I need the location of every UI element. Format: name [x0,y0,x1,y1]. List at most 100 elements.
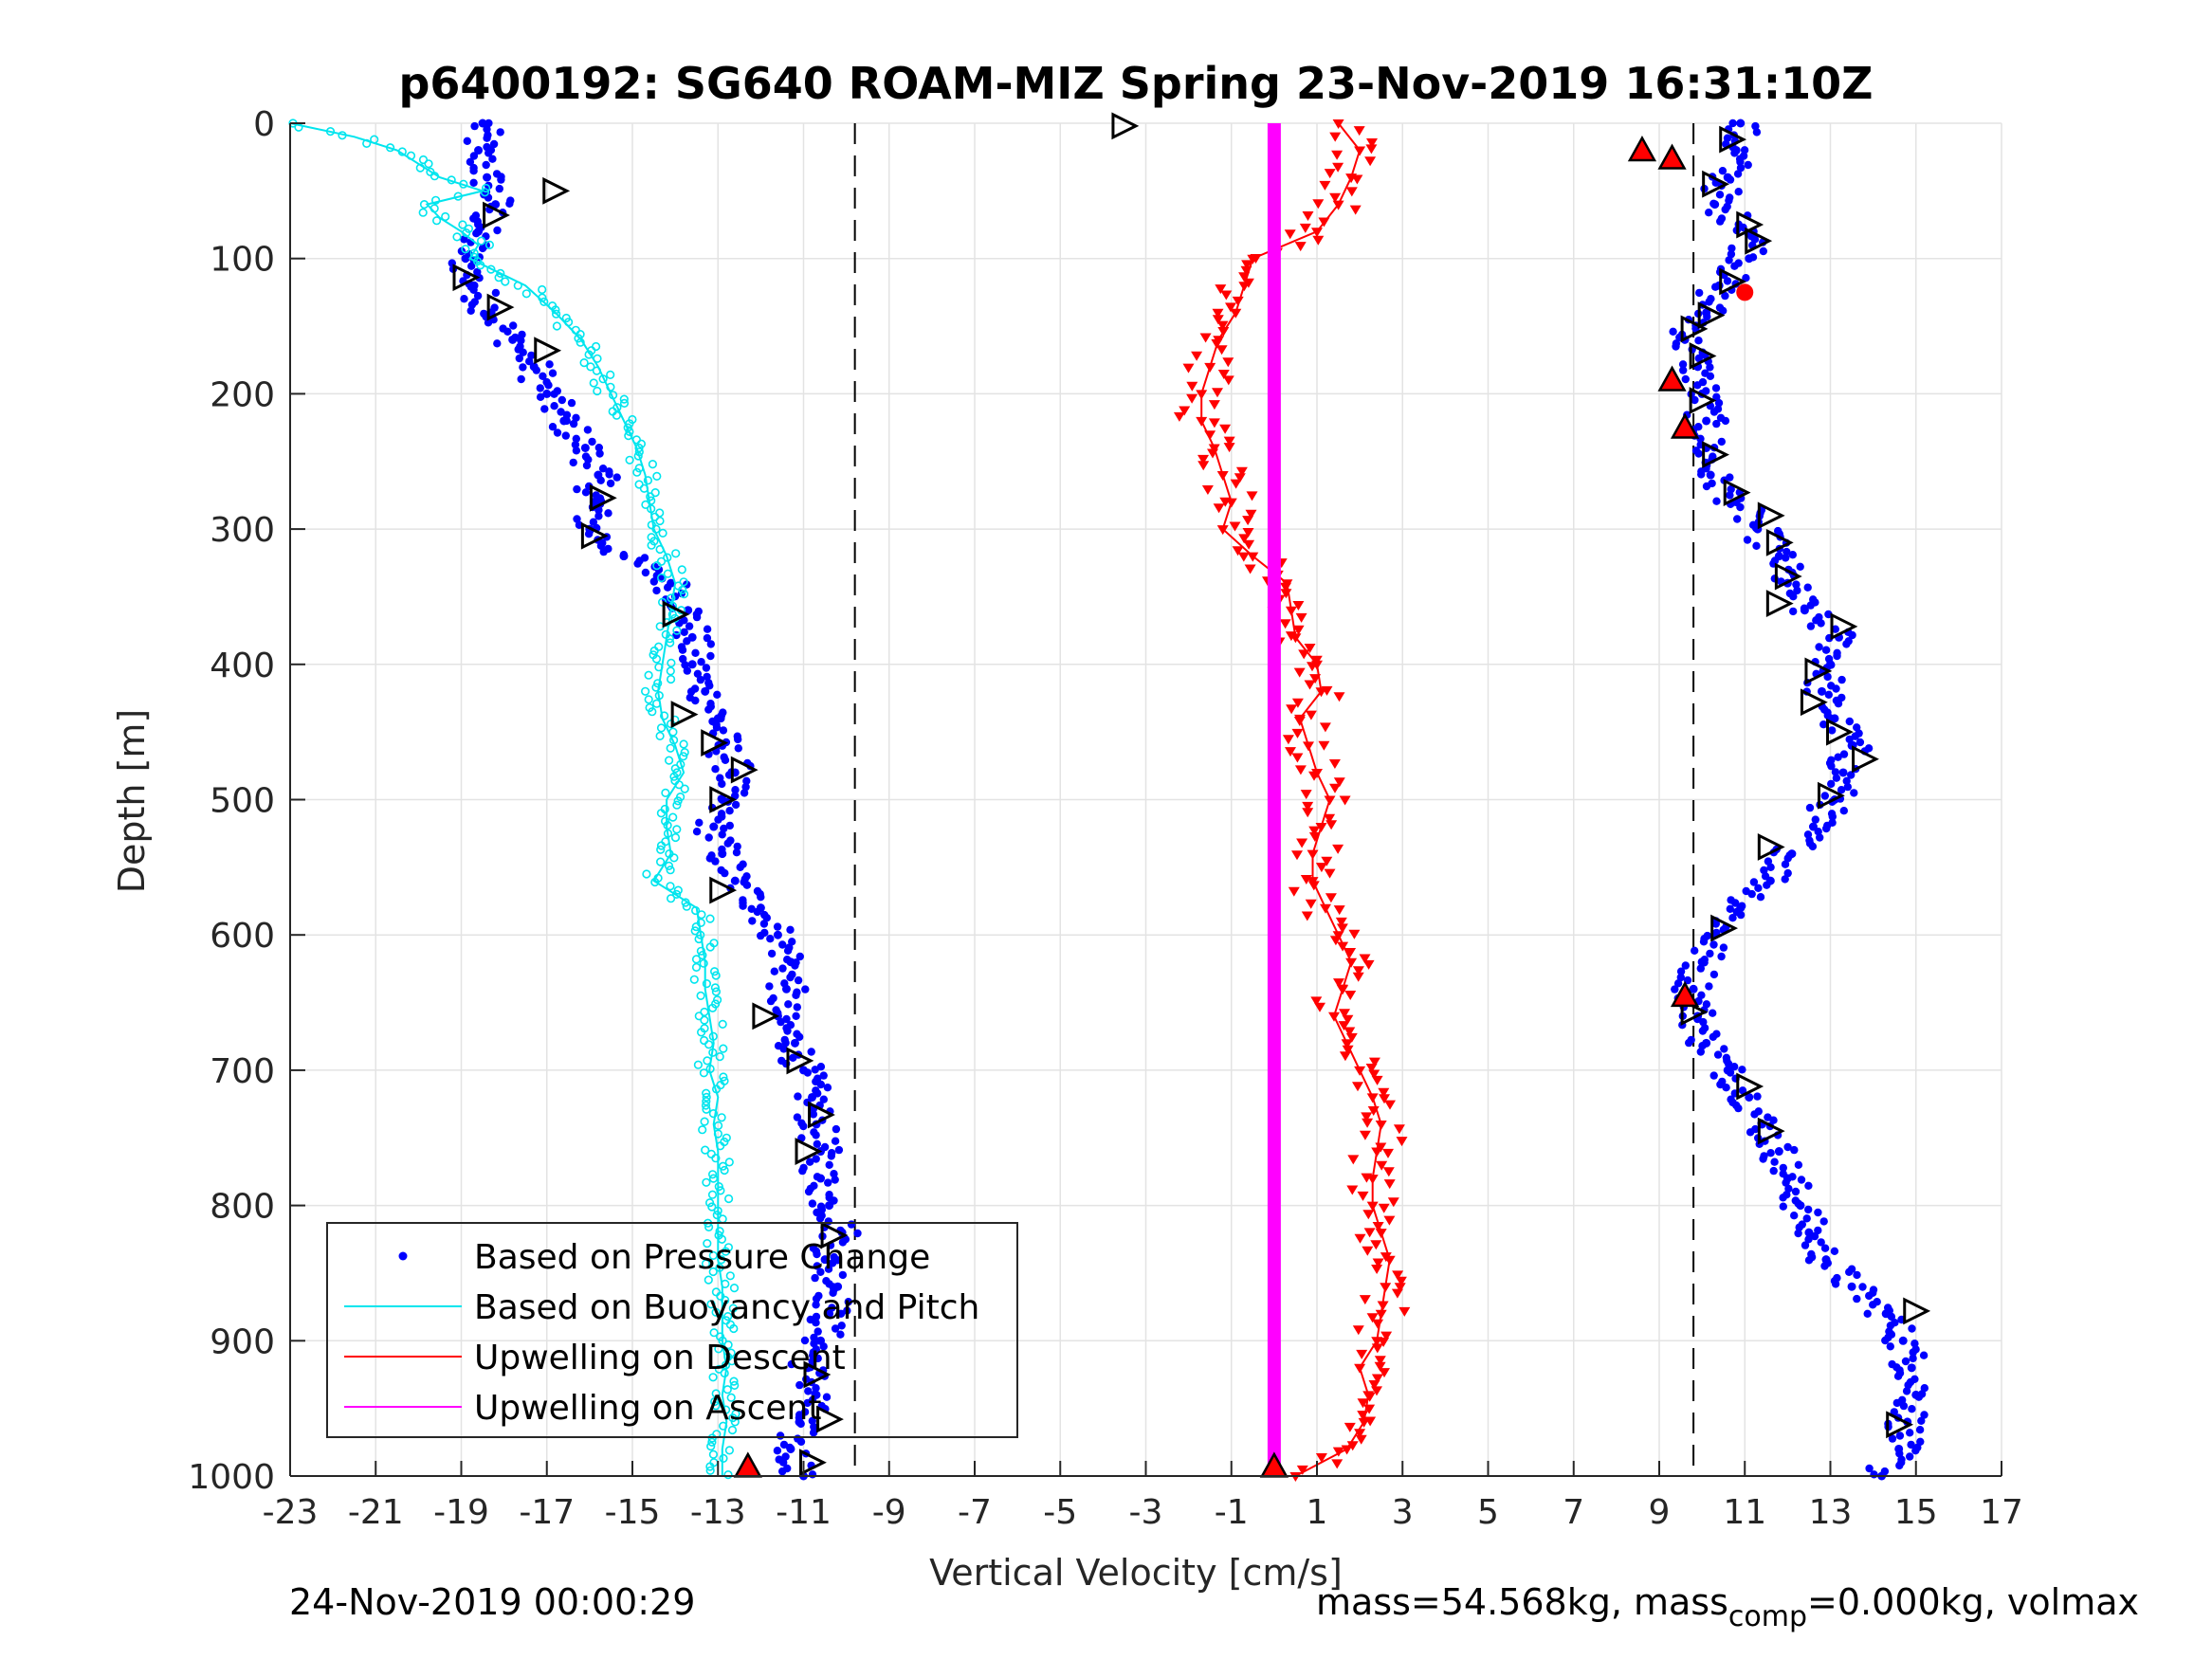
pressure-change-point [1827,761,1836,771]
pressure-change-point [1816,833,1824,842]
buoyancy-pitch-point [715,1263,724,1272]
upwelling-descent-point [1359,1295,1371,1305]
buoyancy-pitch-point [644,670,653,680]
pressure-change-point [1817,686,1826,696]
pressure-change-point [786,973,795,982]
buoyancy-pitch-point [494,273,503,283]
buoyancy-pitch-point [678,585,687,594]
buoyancy-pitch-point [593,354,602,363]
open-triangle-marker [1826,718,1854,746]
upwelling-descent-point [1220,290,1233,301]
pressure-change-point [1706,949,1714,958]
pressure-change-point [1822,824,1831,833]
pressure-change-point [685,622,694,630]
upwelling-descent-point [1325,820,1338,830]
pressure-change-point [1736,910,1746,920]
buoyancy-pitch-point [458,220,467,229]
upwelling-descent-point [1337,985,1349,995]
pressure-change-point [1800,606,1809,615]
buoyancy-pitch-point [708,1267,718,1277]
open-triangle-marker [534,337,562,365]
y-tick-label: 400 [210,647,275,685]
pressure-change-point [1695,288,1704,298]
buoyancy-pitch-point [708,1250,718,1260]
pressure-change-point [809,1110,818,1119]
pressure-change-point [1893,1372,1903,1380]
pressure-change-point [799,1121,808,1131]
buoyancy-pitch-point [724,1158,734,1167]
pressure-change-point [572,434,580,443]
pressure-change-point [652,586,661,595]
buoyancy-pitch-point [650,487,660,498]
upwelling-descent-point [1308,826,1321,836]
pressure-change-point [719,726,728,735]
upwelling-descent-point [1197,461,1210,471]
pressure-change-point [820,1255,830,1265]
buoyancy-pitch-point [424,159,433,169]
buoyancy-pitch-point [592,366,602,375]
pressure-change-point [1804,1205,1813,1214]
footer-mass-text: mass=54.568kg, mass [1316,1581,1728,1623]
pressure-change-point [572,413,580,422]
buoyancy-pitch-point [625,455,634,465]
pressure-change-point [709,822,719,831]
buoyancy-pitch-point [721,1405,731,1414]
upwelling-descent-point [1333,692,1345,702]
pressure-change-point [1801,1241,1810,1249]
buoyancy-pitch-point [619,398,630,409]
pressure-change-point [778,940,787,949]
pressure-change-point [711,857,720,866]
buoyancy-pitch-point [709,1328,719,1338]
upwelling-descent-point [1291,753,1304,763]
upwelling-descent-point [1357,1411,1369,1421]
x-tick-label: -13 [690,1493,746,1532]
pressure-change-point [1779,1194,1787,1202]
pressure-change-point [1831,1280,1840,1288]
pressure-change-point [1720,1045,1728,1053]
buoyancy-pitch-point [702,1177,711,1187]
buoyancy-pitch-point [666,638,675,647]
pressure-change-point [1697,957,1707,967]
buoyancy-pitch-point [670,764,680,774]
pressure-change-point [1821,646,1831,654]
open-triangle-marker [1745,227,1773,255]
upwelling-descent-point [1293,667,1306,678]
upwelling-descent-point [1358,1417,1370,1428]
open-triangle-marker [589,483,617,512]
upwelling-descent-point [1377,1301,1389,1311]
buoyancy-pitch-point [476,261,485,270]
upwelling-descent-point [1319,180,1331,191]
pressure-change-point [1716,1080,1725,1089]
upwelling-descent-point [1332,1447,1344,1457]
pressure-change-point [469,178,478,187]
pressure-change-point [1766,863,1775,871]
pressure-change-point [605,470,613,479]
pressure-change-point [1769,1116,1778,1124]
upwelling-descent-point [1362,1210,1375,1220]
pressure-change-point [1804,1256,1814,1265]
upwelling-descent-point [1362,1246,1374,1256]
pressure-change-point [505,199,514,208]
upwelling-descent-point [1325,893,1337,903]
buoyancy-pitch-point [649,646,659,656]
upwelling-descent-point [1341,1445,1353,1455]
upwelling-descent-point [1179,406,1191,416]
pressure-change-point [832,1124,841,1134]
buoyancy-pitch-point [652,471,662,482]
open-triangle-marker [752,1002,780,1030]
upwelling-descent-point [1296,838,1308,848]
pressure-change-point [1731,146,1741,155]
upwelling-descent-point [1392,1270,1404,1281]
buoyancy-pitch-point [720,1368,729,1378]
buoyancy-pitch-point [666,674,676,684]
pressure-change-point [474,146,484,155]
pressure-change-point [525,357,534,366]
open-triangle-marker [1774,562,1802,591]
buoyancy-pitch-point [584,350,594,359]
upwelling-descent-point [1246,491,1258,501]
pressure-change-point [1802,1214,1811,1223]
pressure-change-point [706,640,715,648]
pressure-change-point [1723,173,1732,182]
pressure-change-point [830,1170,838,1178]
pressure-change-point [1789,607,1798,616]
